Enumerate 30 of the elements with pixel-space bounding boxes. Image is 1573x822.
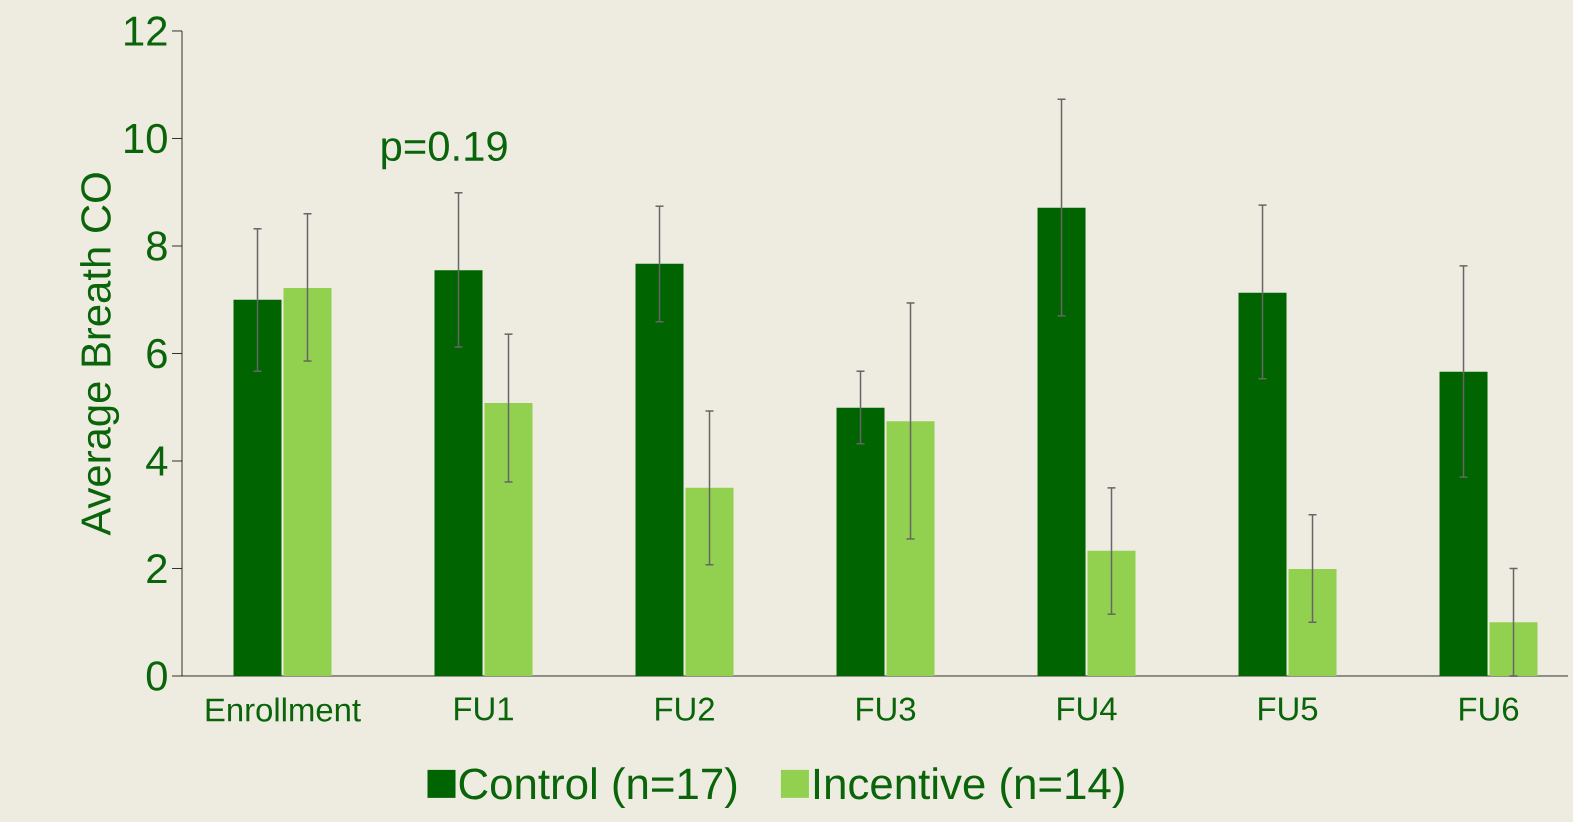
annotation: p=0.19 [382, 131, 507, 170]
y-tick-label: 10 [125, 123, 167, 154]
x-tick-label: FU4 [1058, 697, 1117, 721]
y-tick-label: 0 [146, 661, 167, 691]
y-tick-label: 12 [125, 16, 167, 46]
bar [484, 402, 533, 676]
legend-label: Incentive (n=14) [814, 767, 1124, 809]
bar [283, 287, 332, 676]
x-tick-label: FU6 [1460, 697, 1519, 721]
bar [1439, 371, 1488, 676]
y-tick-label: 4 [146, 446, 168, 476]
y-axis-title: Average Breath CO [80, 173, 120, 536]
x-tick-label: FU5 [1259, 697, 1318, 721]
bar [635, 263, 684, 676]
bar [1037, 207, 1086, 676]
bar [886, 421, 935, 676]
bar [685, 487, 734, 676]
bar [1288, 569, 1337, 676]
x-tick-label: FU2 [656, 697, 714, 721]
x-tick-label: FU1 [455, 697, 513, 721]
bar [233, 299, 282, 676]
bar [1238, 292, 1287, 676]
y-tick-label: 6 [147, 338, 167, 369]
legend-label: Control (n=17) [459, 767, 737, 809]
x-tick-label: Enrollment [206, 697, 361, 722]
bar [836, 407, 885, 676]
bar [434, 270, 483, 676]
y-tick-label: 2 [147, 553, 167, 584]
x-tick-label: FU3 [857, 697, 916, 721]
y-tick-label: 8 [147, 231, 167, 261]
